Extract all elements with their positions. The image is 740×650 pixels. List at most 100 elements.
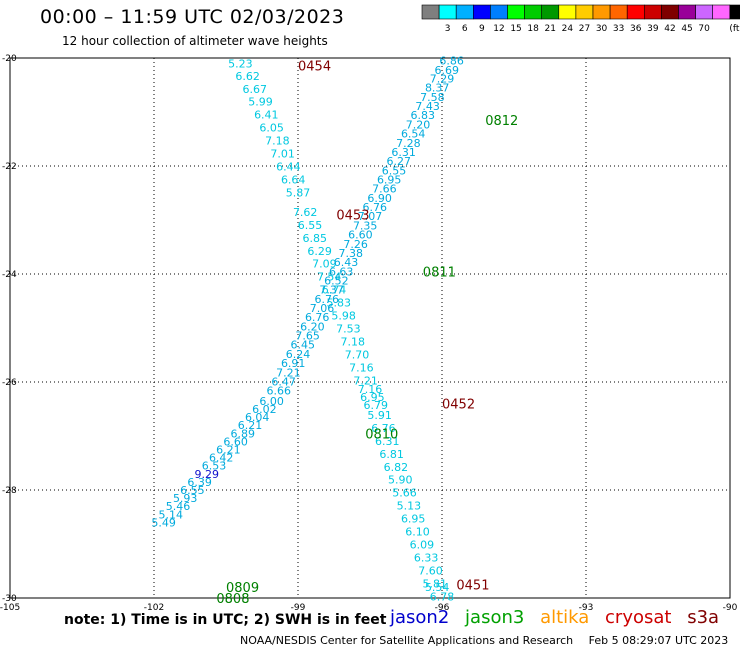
wave-height-point: 6.95: [401, 513, 426, 526]
wave-height-point: 6.10: [405, 526, 430, 539]
wave-height-point: 5.66: [392, 487, 417, 500]
wave-height-point: 7.65: [295, 330, 320, 343]
wave-height-point: 6.33: [414, 552, 439, 565]
wave-height-point: 6.76: [363, 201, 388, 214]
wave-height-point: 5.98: [331, 310, 356, 323]
x-tick-label: -96: [435, 603, 450, 613]
wave-height-point: 6.02: [252, 403, 277, 416]
wave-height-point: 5.91: [367, 409, 392, 422]
wave-height-point: 8.37: [425, 82, 450, 95]
wave-height-point: 7.53: [336, 323, 361, 336]
wave-height-point: 6.76: [305, 311, 330, 324]
wave-height-point: 7.07: [358, 210, 383, 223]
wave-height-point: 6.90: [367, 192, 392, 205]
credit-timestamp: Feb 5 08:29:07 UTC 2023: [588, 634, 729, 647]
wave-height-point: 5.90: [388, 474, 413, 487]
wave-height-point: 6.04: [245, 411, 270, 424]
wave-height-point: 7.62: [293, 206, 318, 219]
wave-height-point: 6.78: [430, 590, 455, 603]
legend-s3a: s3a: [687, 607, 720, 628]
wave-height-point: 6.21: [238, 419, 263, 432]
legend-cryosat: cryosat: [605, 607, 672, 628]
wave-height-point: 6.00: [259, 395, 284, 408]
colorbar-label: 15: [510, 24, 521, 34]
wave-height-point: 7.35: [353, 219, 378, 232]
y-tick-label: -30: [2, 594, 17, 604]
colorbar-label: 27: [579, 24, 590, 34]
satellite-legend: jason2 jason3 altika cryosat s3a: [390, 607, 729, 628]
pass-time-label: 0811: [423, 265, 456, 280]
pass-time-label: 0810: [365, 427, 398, 442]
footer-note: note: 1) Time is in UTC; 2) SWH is in fe…: [64, 612, 387, 628]
wave-height-point: 6.55: [298, 219, 323, 232]
wave-height-point: 5.93: [173, 492, 198, 505]
wave-height-point: 7.16: [349, 361, 374, 374]
wave-height-point: 6.60: [223, 435, 248, 448]
colorbar-label: 9: [479, 24, 485, 34]
wave-height-point: 7.18: [340, 336, 365, 349]
colorbar-label: 45: [681, 24, 692, 34]
wave-height-point: 6.95: [377, 174, 402, 187]
wave-height-point: 5.23: [228, 57, 253, 70]
wave-height-point: 7.06: [310, 302, 335, 315]
wave-height-point: 6.62: [235, 70, 260, 83]
wave-height-point: 6.20: [300, 320, 325, 333]
wave-height-point: 5.54: [425, 581, 450, 594]
wave-height-point: 7.58: [420, 91, 445, 104]
legend-jason3: jason3: [465, 607, 525, 628]
wave-height-point: 7.01: [270, 148, 295, 161]
colorbar-label: 70: [698, 24, 710, 34]
legend-altika: altika: [540, 607, 590, 628]
y-tick-label: -28: [2, 486, 17, 496]
colorbar-label: 6: [462, 24, 468, 34]
wave-height-point: 6.54: [401, 128, 426, 141]
wave-height-point: 5.81: [423, 577, 448, 590]
wave-height-point: 6.86: [439, 55, 464, 68]
page-subtitle: 12 hour collection of altimeter wave hei…: [62, 34, 328, 48]
wave-height-point: 6.45: [291, 339, 316, 352]
wave-height-point: 6.55: [180, 484, 205, 497]
wave-height-point: 5.83: [327, 297, 352, 310]
colorbar-label: 12: [493, 24, 504, 34]
wave-height-point: 7.16: [358, 383, 383, 396]
wave-height-point: 6.24: [286, 348, 311, 361]
wave-height-point: 6.60: [348, 229, 373, 242]
credit-text: NOAA/NESDIS Center for Satellite Applica…: [240, 634, 574, 647]
wave-height-point: 6.79: [364, 399, 389, 412]
pass-time-label: 0451: [456, 579, 489, 594]
pass-time-label: 0452: [442, 398, 475, 413]
wave-height-point: 6.55: [382, 164, 407, 177]
legend-jason2: jason2: [390, 607, 450, 628]
x-tick-label: -99: [291, 603, 306, 613]
pass-time-label: 0809: [226, 581, 259, 596]
wave-height-point: 7.29: [430, 73, 455, 86]
wave-height-point: 5.14: [159, 508, 184, 521]
wave-height-point: 6.44: [276, 161, 301, 174]
wave-height-point: 7.26: [343, 238, 368, 251]
wave-height-point: 6.76: [315, 293, 340, 306]
wave-height-point: 6.67: [243, 83, 268, 96]
wave-height-point: 7.54: [317, 271, 342, 284]
pass-time-label: 0808: [216, 592, 249, 607]
colorbar-label: 18: [527, 24, 539, 34]
wave-height-point: 6.31: [391, 146, 416, 159]
colorbar-label: 33: [613, 24, 624, 34]
wave-height-point: 6.53: [202, 460, 227, 473]
y-tick-label: -26: [2, 378, 17, 388]
wave-height-point: 6.76: [371, 422, 396, 435]
wave-height-point: 6.85: [303, 232, 328, 245]
wave-height-point: 6.64: [281, 174, 306, 187]
wave-height-point: 6.91: [281, 357, 306, 370]
wave-height-point: 6.43: [334, 256, 359, 269]
wave-height-point: 5.87: [286, 186, 311, 199]
wave-height-point: 6.42: [209, 452, 234, 465]
wave-height-point: 6.81: [379, 448, 404, 461]
wave-height-point: 5.46: [166, 500, 191, 513]
colorbar-label: 24: [562, 24, 574, 34]
x-tick-label: -93: [579, 603, 594, 613]
y-tick-label: -22: [2, 162, 17, 172]
wave-height-point: 7.43: [415, 100, 440, 113]
colorbar-label: 42: [664, 24, 675, 34]
wave-height-point: 6.66: [267, 385, 292, 398]
